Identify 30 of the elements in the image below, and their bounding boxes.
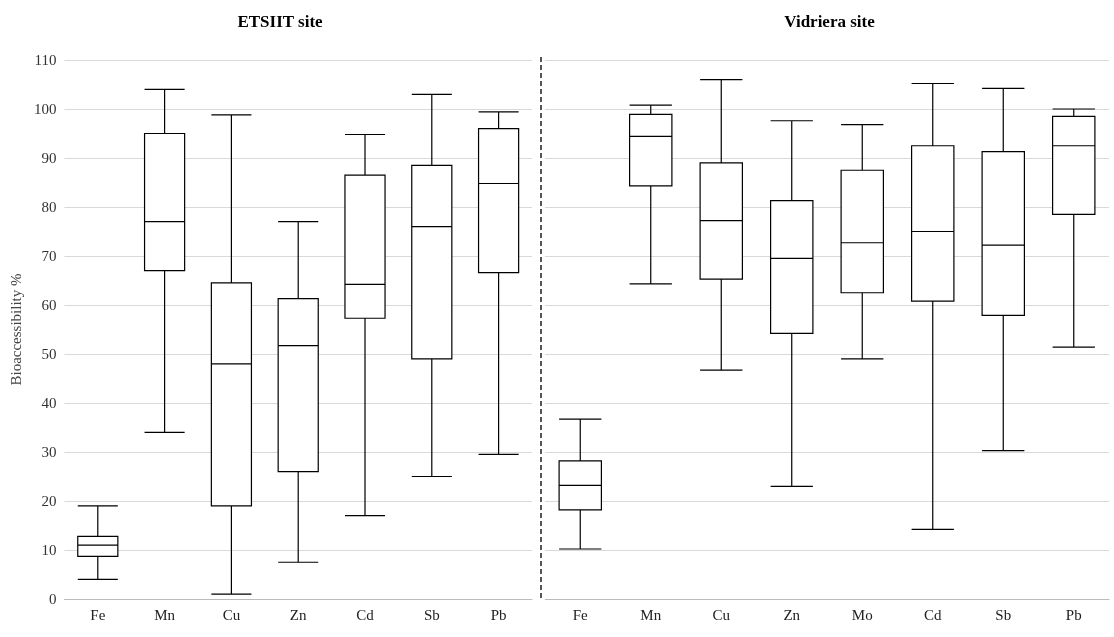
x-tick-label: Cd [356,606,375,623]
y-tick-label: 60 [41,297,57,313]
y-tick-label: 80 [41,199,57,215]
x-tick-label: Cd [923,606,942,623]
y-tick-label: 40 [41,395,57,411]
x-tick-label: Sb [423,606,440,623]
y-tick-label: 20 [41,493,57,509]
x-tick-label: Pb [490,606,507,623]
y-tick-label: 30 [41,444,57,460]
y-tick-label: 50 [41,346,57,362]
x-tick-label: Cu [222,606,241,623]
x-tick-label: Cu [712,606,731,623]
x-tick-label: Zn [289,606,308,623]
x-tick-label: Mn [640,606,662,623]
y-tick-label: 90 [41,150,57,166]
y-tick-label: 10 [41,542,57,558]
x-tick-label: Pb [1065,606,1082,623]
x-tick-label: Zn [783,606,801,623]
chart-title: ETSIIT site [237,12,324,31]
y-tick-label: 0 [48,591,57,607]
y-tick-label: 70 [41,248,57,264]
x-tick-label: Fe [90,606,106,623]
x-tick-label: Fe [572,606,589,623]
y-tick-label: 110 [34,52,57,68]
x-tick-label: Mo [851,606,873,623]
chart-title: Vidriera site [784,12,876,31]
x-tick-label: Sb [995,606,1012,623]
y-axis-title: Bioaccessibility % [7,273,24,386]
x-tick-label: Mn [154,606,176,623]
y-tick-label: 100 [33,101,57,117]
